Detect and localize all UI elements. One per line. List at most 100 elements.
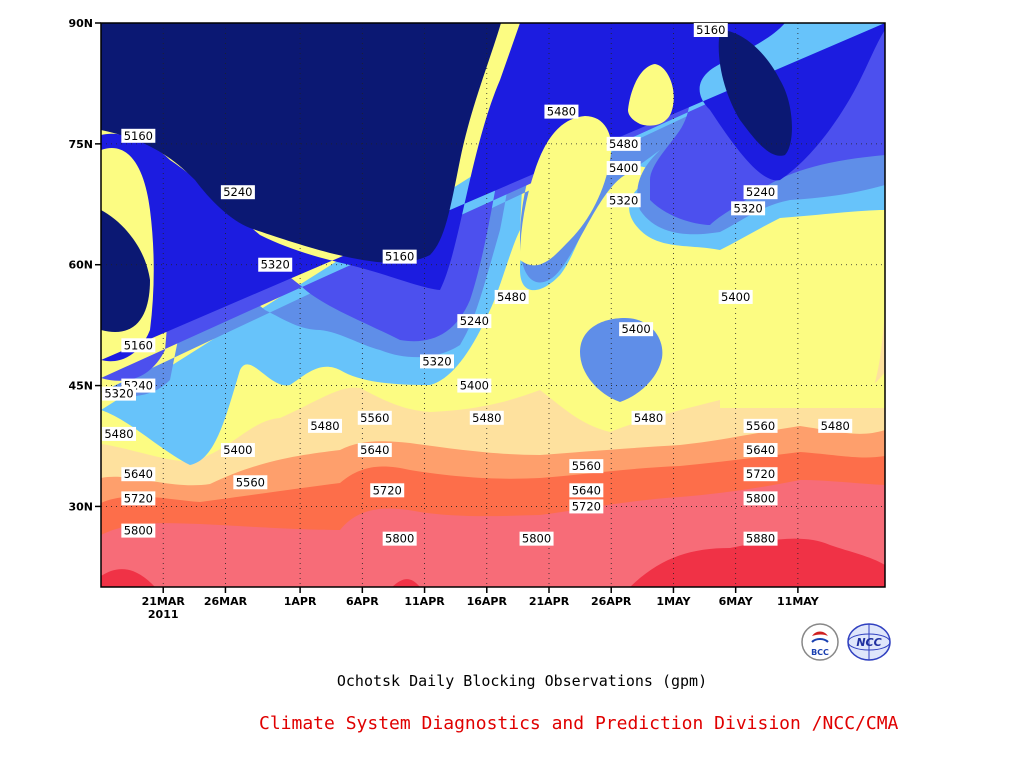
contour-label: 5480 (102, 426, 136, 441)
x-tick-label: 21MAR (142, 595, 186, 608)
contour-label-box (743, 531, 778, 546)
contour-label-text: 5400 (621, 322, 650, 336)
contour-label: 5560 (569, 459, 604, 474)
x-tick-label: 11APR (404, 595, 445, 608)
contour-label: 5560 (743, 418, 778, 433)
contour-label: 5640 (121, 467, 156, 482)
contour-label: 5480 (631, 410, 666, 425)
contour-label-text: 5480 (497, 290, 526, 304)
contour-label: 5480 (494, 289, 529, 304)
contour-label: 5240 (457, 314, 492, 329)
contour-label-text: 5640 (124, 467, 153, 481)
band-5160-5240 (101, 23, 885, 362)
contour-label-text: 5880 (746, 532, 775, 546)
svg-text:BCC: BCC (811, 648, 829, 657)
y-axis: 30N 45N 60N 75N 90N (68, 17, 101, 513)
contour-label-box (619, 322, 654, 337)
contour-label: 5320 (258, 257, 293, 272)
contour-label-box (469, 410, 504, 425)
contour-label-text: 5160 (124, 129, 153, 143)
band-5480-right-spike (720, 332, 885, 408)
x-tick-label: 21APR (529, 595, 570, 608)
contour-label-box (457, 378, 492, 393)
contour-label: 5640 (743, 443, 778, 458)
band-below-5160-a (101, 23, 501, 263)
contour-label: 5560 (357, 410, 392, 425)
x-tick-label: 1MAY (656, 595, 691, 608)
contour-label-text: 5480 (310, 419, 339, 433)
contour-label-box (569, 483, 604, 498)
contour-label: 5640 (569, 483, 604, 498)
contour-label-box (544, 104, 579, 119)
contour-label-text: 5800 (385, 532, 414, 546)
contour-label-text: 5240 (460, 314, 489, 328)
contour-label-box (121, 338, 156, 353)
contour-label: 5160 (693, 23, 728, 37)
y-tick-label: 60N (68, 259, 93, 272)
contour-label-box (743, 443, 778, 458)
contour-label-text: 5800 (124, 524, 153, 538)
contour-label-box (743, 418, 778, 433)
chart-title: Ochotsk Daily Blocking Observations (gpm… (336, 672, 708, 690)
contour-label-box (718, 289, 753, 304)
contour-label-box (569, 499, 604, 514)
contour-label: 5240 (743, 185, 778, 200)
contour-label: 5400 (606, 161, 641, 176)
contour-label-text: 5720 (572, 499, 601, 513)
contour-label: 5320 (102, 386, 136, 401)
contour-label-text: 5480 (634, 411, 663, 425)
contour-label-box (818, 418, 853, 433)
contour-label: 5160 (382, 250, 417, 264)
contour-label-text: 5320 (422, 354, 451, 368)
contour-label-text: 5400 (223, 443, 252, 457)
contour-label: 5400 (619, 322, 654, 337)
contour-label-box (121, 523, 156, 538)
contour-label-box (220, 443, 255, 458)
contour-label: 5720 (370, 483, 405, 498)
contour-label-text: 5480 (472, 411, 501, 425)
contour-label-text: 5160 (124, 338, 153, 352)
contour-label: 5800 (743, 491, 778, 506)
contour-label: 5560 (233, 475, 268, 490)
band-5400-enclosed (580, 318, 663, 402)
contour-label: 5320 (420, 354, 454, 369)
contour-label-text: 5160 (696, 23, 725, 37)
contour-label-box (258, 257, 293, 272)
contour-label: 5480 (818, 418, 853, 433)
contour-label-text: 5320 (609, 193, 638, 207)
contour-label-text: 5400 (460, 379, 489, 393)
contour-label-box (631, 410, 666, 425)
y-tick-label: 90N (68, 17, 93, 30)
x-tick-label: 11MAY (777, 595, 820, 608)
contour-label: 5400 (718, 289, 753, 304)
contour-label-text: 5560 (360, 411, 389, 425)
contour-label-box (102, 386, 136, 401)
contour-label-text: 5480 (104, 427, 133, 441)
contour-label-box (357, 443, 392, 458)
contour-label-box (519, 531, 554, 546)
contour-label-box (606, 136, 641, 151)
bcc-logo: BCC (801, 623, 839, 661)
band-5480-enclosed-b (628, 64, 674, 126)
contour-label-box (233, 475, 268, 490)
contour-label: 5480 (544, 104, 579, 119)
contour-label-text: 5480 (609, 137, 638, 151)
contour-label-text: 5720 (124, 491, 153, 505)
contour-label: 5400 (220, 443, 255, 458)
contour-label-box (121, 467, 156, 482)
contour-label-box (121, 128, 156, 143)
contour-label: 5800 (121, 523, 156, 538)
contour-label-text: 5160 (385, 250, 414, 264)
contour-label-box (606, 193, 641, 208)
contour-label-text: 5400 (721, 290, 750, 304)
contour-label: 5240 (220, 185, 255, 200)
contour-label: 5800 (519, 531, 554, 546)
contour-label-box (494, 289, 529, 304)
contour-label-text: 5560 (236, 475, 265, 489)
x-tick-label: 6MAY (719, 595, 754, 608)
y-tick-label: 45N (68, 380, 93, 393)
contour-label: 5480 (469, 410, 504, 425)
contour-label-box (569, 459, 604, 474)
contour-label: 5640 (357, 443, 392, 458)
contour-label-box (693, 23, 728, 37)
